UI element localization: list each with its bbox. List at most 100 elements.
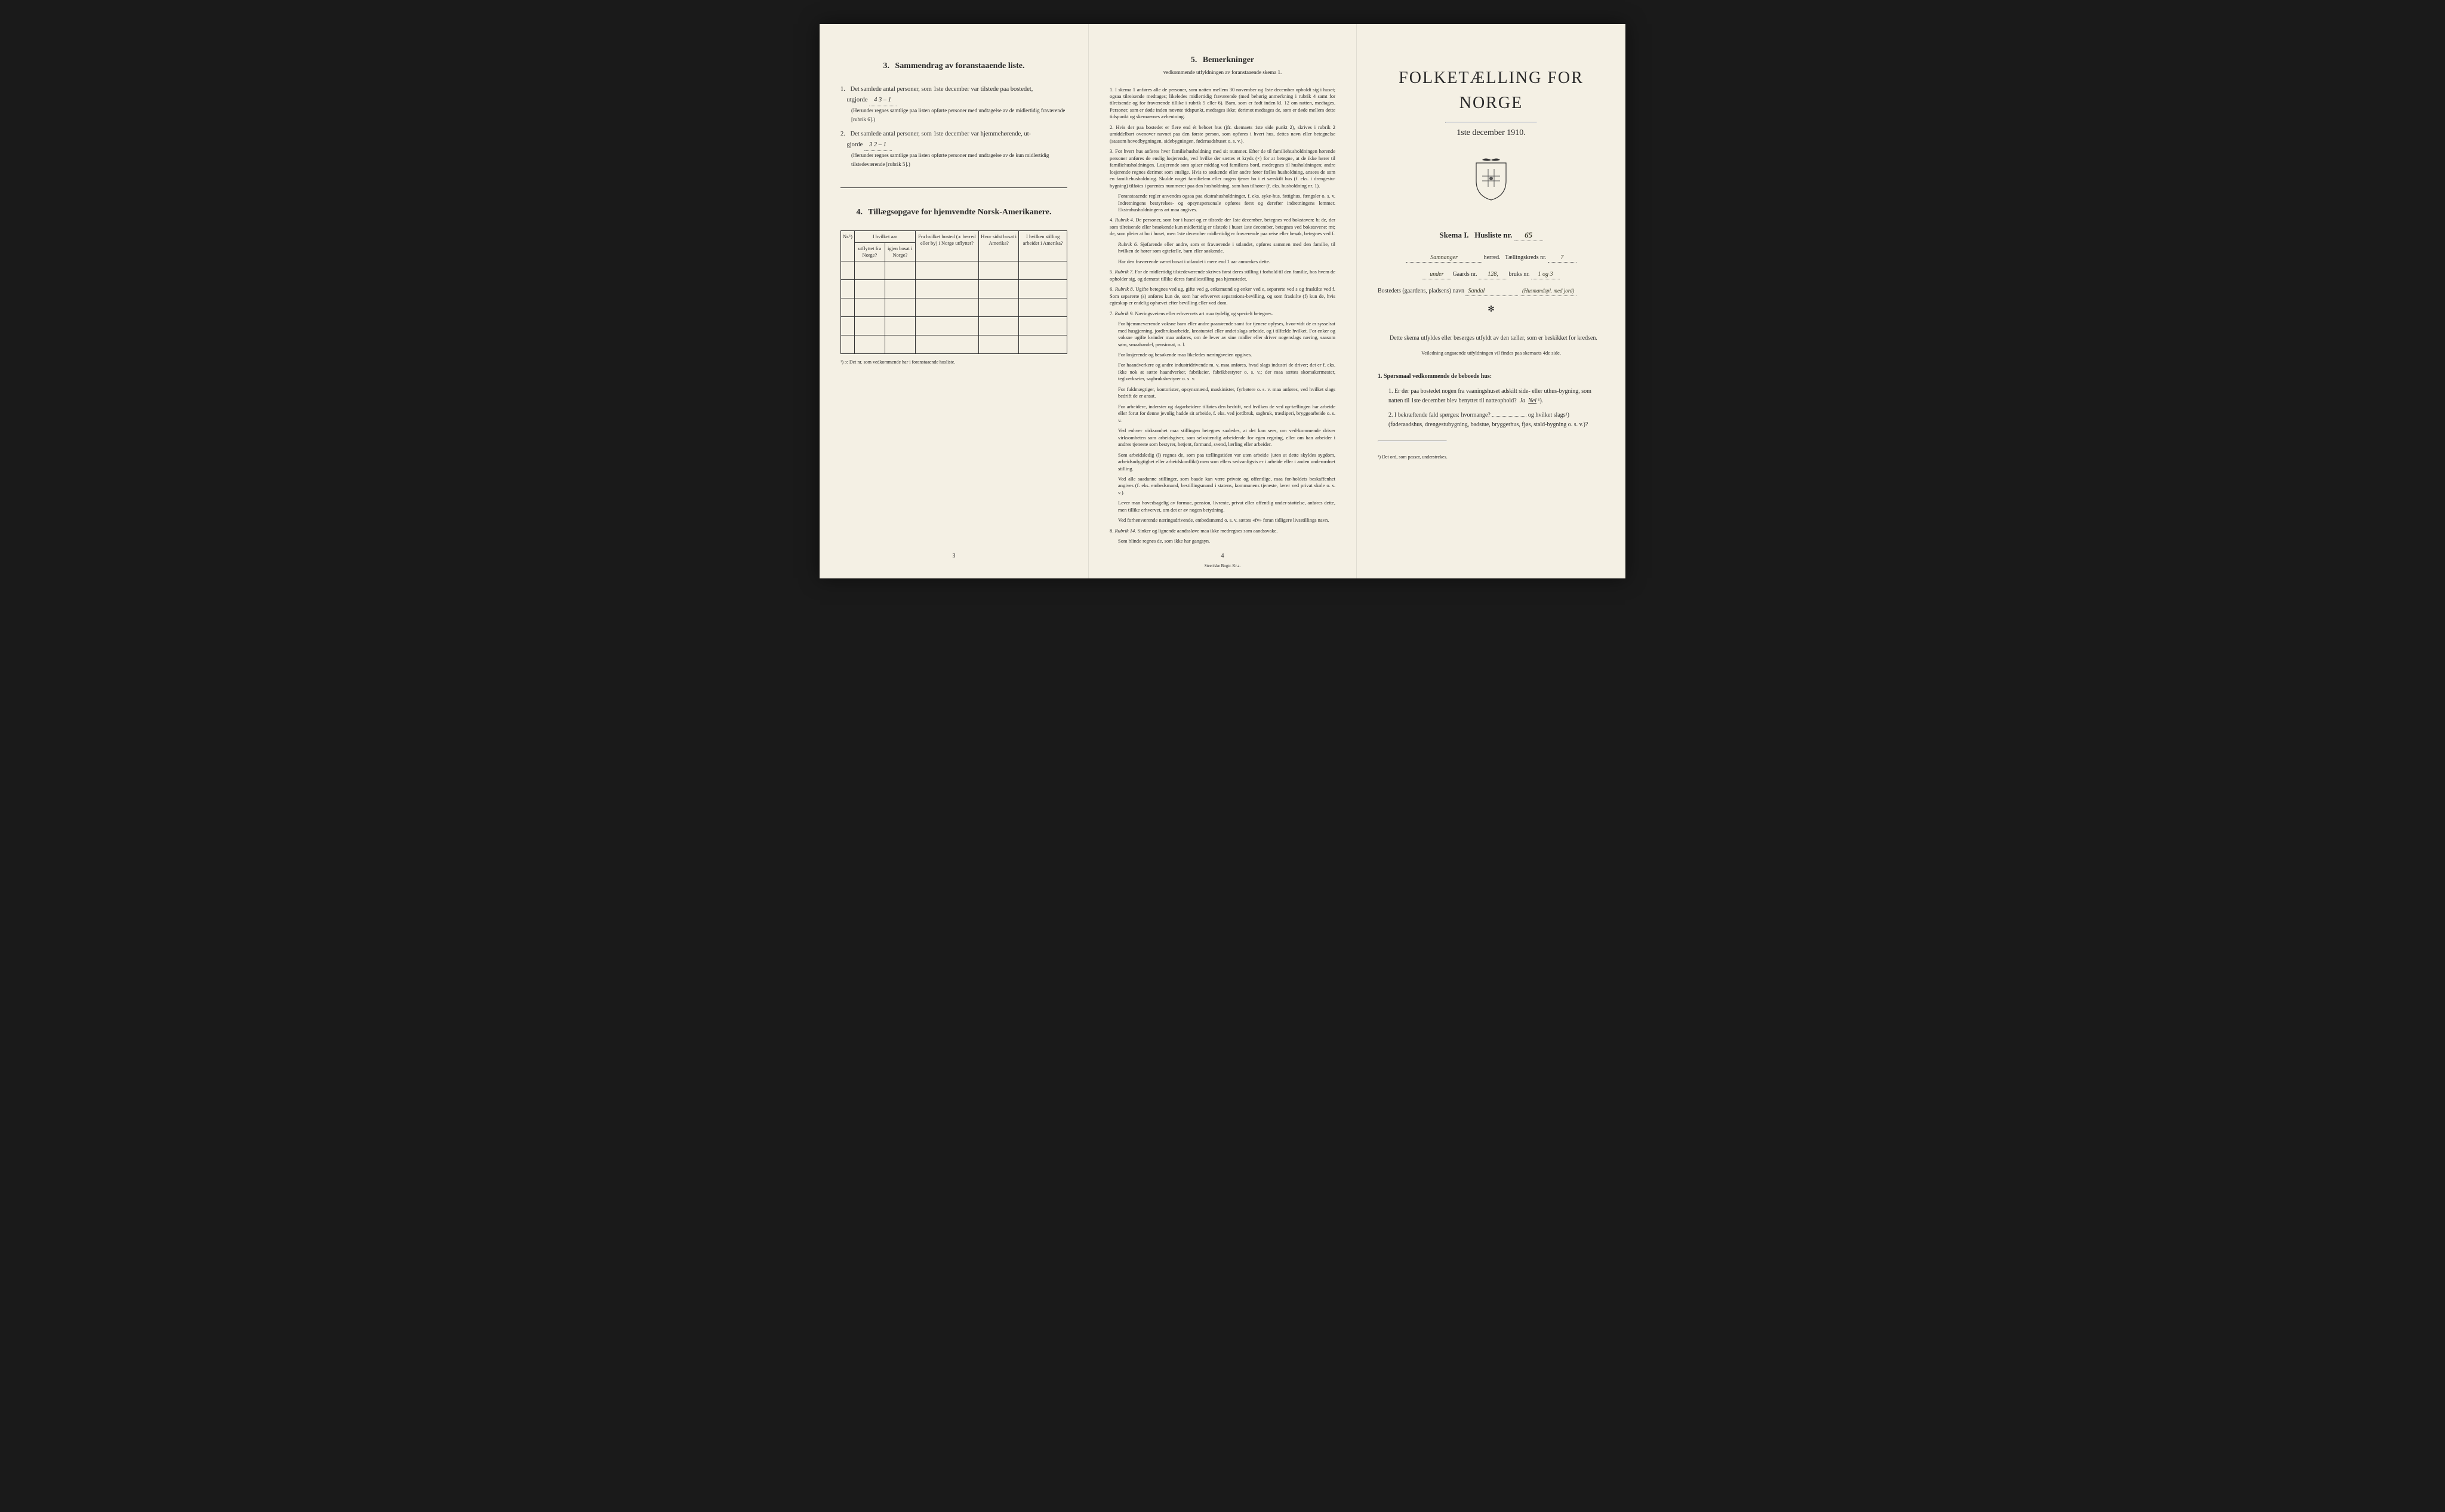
section5-title: Bemerkninger	[1203, 56, 1254, 64]
herred-line: Samnanger herred. Tællingskreds nr. 7	[1378, 253, 1605, 263]
divider-1	[840, 187, 1067, 188]
title-date: 1ste december 1910.	[1378, 127, 1605, 139]
item2-num: 2.	[840, 129, 849, 140]
item2-value: 3 2 – 1	[864, 140, 892, 151]
bemerk-item: 1. I skema 1 anføres alle de personer, s…	[1110, 87, 1335, 121]
tillaeg-table: Nr.¹) I hvilket aar Fra hvilket bosted (…	[840, 230, 1067, 354]
bemerk-item: 2. Hvis der paa bostedet er flere end ét…	[1110, 124, 1335, 144]
page-number-4: 4	[1221, 552, 1224, 561]
question-2: 2. I bekræftende fald spørges: hvormange…	[1388, 411, 1605, 430]
section4-footnote: ¹) ɔ: Det nr. som vedkommende har i fora…	[840, 359, 1067, 366]
coat-of-arms-svg	[1473, 157, 1509, 202]
body-text-1: Dette skema utfyldes eller besørges utfy…	[1378, 334, 1605, 343]
section4-title: 4. Tillægsopgave for hjemvendte Norsk-Am…	[840, 206, 1067, 218]
questions-heading: 1. Spørsmaal vedkommende de beboede hus:	[1378, 372, 1605, 381]
gaards-line: under Gaards nr. 128, bruks nr. 1 og 3	[1378, 270, 1605, 279]
ornament: ✻	[1378, 303, 1605, 316]
bruks-value: 1 og 3	[1531, 270, 1560, 279]
bosted-value: Sandal	[1465, 287, 1518, 296]
section3-number: 3.	[883, 61, 890, 70]
kreds-value: 7	[1548, 253, 1576, 263]
bemerk-item: For losjerende og besøkende maa likelede…	[1118, 352, 1335, 358]
printer-imprint: Steen'ske Bogtr. Kr.a.	[1205, 563, 1241, 569]
bemerk-item: Ved alle saadanne stillinger, som baade …	[1118, 476, 1335, 496]
main-title: FOLKETÆLLING FOR NORGE	[1378, 66, 1605, 116]
question-1: 1. Er der paa bostedet nogen fra vaaning…	[1388, 387, 1605, 406]
item1-note: (Herunder regnes samtlige paa listen opf…	[851, 106, 1067, 125]
q1-ref: ¹).	[1538, 398, 1544, 404]
item2-text-a: Det samlede antal personer, som 1ste dec…	[851, 131, 1031, 137]
bemerk-item: 6. Rubrik 8. Ugifte betegnes ved ug, gif…	[1110, 286, 1335, 306]
item2-text-b: gjorde	[847, 141, 863, 148]
bosted-line: Bostedets (gaardens, pladsens) navn Sand…	[1378, 287, 1605, 296]
item1-num: 1.	[840, 84, 849, 95]
bosted-note: (Husmandspl. med jord)	[1520, 287, 1576, 296]
bemerk-item: For fuldmægtiger, kontorister, opsynsmæn…	[1118, 386, 1335, 400]
bemerk-item: 4. Rubrik 4. De personer, som bor i huse…	[1110, 217, 1335, 237]
section4-title-text: Tillægsopgave for hjemvendte Norsk-Ameri…	[868, 208, 1051, 217]
section3-title: 3. Sammendrag av foranstaaende liste.	[840, 60, 1067, 72]
item1-text-b: utgjorde	[847, 97, 868, 103]
th-bosted: Fra hvilket bosted (ɔ: herred eller by) …	[915, 230, 978, 261]
q2-num: 2.	[1388, 412, 1393, 418]
table-row	[841, 279, 1067, 298]
th-amerika: Hvor sidst bosat i Amerika?	[978, 230, 1018, 261]
tillaeg-tbody	[841, 261, 1067, 353]
right-footnote: ¹) Det ord, som passer, understrekes.	[1378, 454, 1605, 461]
bemerk-item: Ved enhver virksomhet maa stillingen bet…	[1118, 427, 1335, 448]
th-stilling: I hvilken stilling arbeidet i Amerika?	[1019, 230, 1067, 261]
item1-text-a: Det samlede antal personer, som 1ste dec…	[851, 86, 1033, 93]
section3-title-text: Sammendrag av foranstaaende liste.	[895, 61, 1025, 70]
page-right: FOLKETÆLLING FOR NORGE 1ste december 191…	[1357, 24, 1625, 578]
herred-label: herred.	[1484, 254, 1501, 261]
bemerk-item: Ved forhenværende næringsdrivende, embed…	[1118, 517, 1335, 523]
herred-value: Samnanger	[1406, 253, 1482, 263]
table-row	[841, 261, 1067, 279]
husliste-nr: 65	[1514, 229, 1543, 242]
q1-text: Er der paa bostedet nogen fra vaaningshu…	[1388, 388, 1591, 404]
gaards-prefix: under	[1422, 270, 1451, 279]
bemerk-item: For haandverkere og andre industridriven…	[1118, 362, 1335, 382]
th-nr: Nr.¹)	[841, 230, 855, 261]
bruks-label: bruks nr.	[1509, 271, 1530, 278]
th-bosat: igjen bosat i Norge?	[885, 242, 915, 261]
bemerk-item: 8. Rubrik 14. Sinker og lignende aandssl…	[1110, 528, 1335, 534]
q2-text-a: I bekræftende fald spørges: hvormange?	[1394, 412, 1491, 418]
bemerk-item: Rubrik 6. Sjøfarende eller andre, som er…	[1118, 241, 1335, 255]
gaards-label-a: Gaards nr.	[1452, 271, 1477, 278]
section5-subtitle: vedkommende utfyldningen av foranstaaend…	[1110, 69, 1335, 77]
veiledning: Veiledning angaaende utfyldningen vil fi…	[1378, 349, 1605, 357]
section5: 5. Bemerkninger vedkommende utfyldningen…	[1110, 54, 1335, 545]
skema-label-b: Husliste nr.	[1474, 230, 1512, 239]
coat-of-arms	[1378, 157, 1605, 205]
skema-label-a: Skema I.	[1439, 230, 1468, 239]
bemerk-item: Har den fraværende været bosat i utlande…	[1118, 258, 1335, 265]
section3-item1: 1. Det samlede antal personer, som 1ste …	[840, 84, 1067, 124]
table-row	[841, 316, 1067, 335]
questions: 1. Spørsmaal vedkommende de beboede hus:…	[1378, 372, 1605, 430]
th-utflyttet: utflyttet fra Norge?	[855, 242, 885, 261]
footnote-rule	[1378, 441, 1447, 442]
table-row	[841, 298, 1067, 316]
gaards-value-a: 128,	[1479, 270, 1507, 279]
document-container: 3. Sammendrag av foranstaaende liste. 1.…	[820, 24, 1625, 578]
bosted-label: Bostedets (gaardens, pladsens) navn	[1378, 288, 1464, 294]
kreds-label: Tællingskreds nr.	[1505, 254, 1546, 261]
bemerk-item: 5. Rubrik 7. For de midlertidig tilstede…	[1110, 269, 1335, 282]
bemerk-item: Foranstaaende regler anvendes ogsaa paa …	[1118, 193, 1335, 213]
table-row	[841, 335, 1067, 353]
item1-value: 4 3 – 1	[869, 95, 897, 106]
bemerk-item: Lever man hovedsagelig av formue, pensio…	[1118, 500, 1335, 513]
instructions: Dette skema utfyldes eller besørges utfy…	[1378, 334, 1605, 343]
q2-blank	[1492, 416, 1526, 417]
section4-number: 4.	[857, 208, 863, 217]
th-aar: I hvilket aar	[855, 230, 916, 242]
section5-number: 5.	[1191, 56, 1197, 64]
page-number-3: 3	[953, 552, 956, 561]
section5-heading: 5. Bemerkninger	[1110, 54, 1335, 66]
section3-item2: 2. Det samlede antal personer, som 1ste …	[840, 129, 1067, 169]
title-rule	[1445, 122, 1537, 123]
bemerk-item: Som blinde regnes de, som ikke har gangs…	[1118, 538, 1335, 544]
bemerk-item: For hjemmeværende voksne barn eller andr…	[1118, 321, 1335, 348]
q1-nei: Nei	[1528, 398, 1536, 404]
